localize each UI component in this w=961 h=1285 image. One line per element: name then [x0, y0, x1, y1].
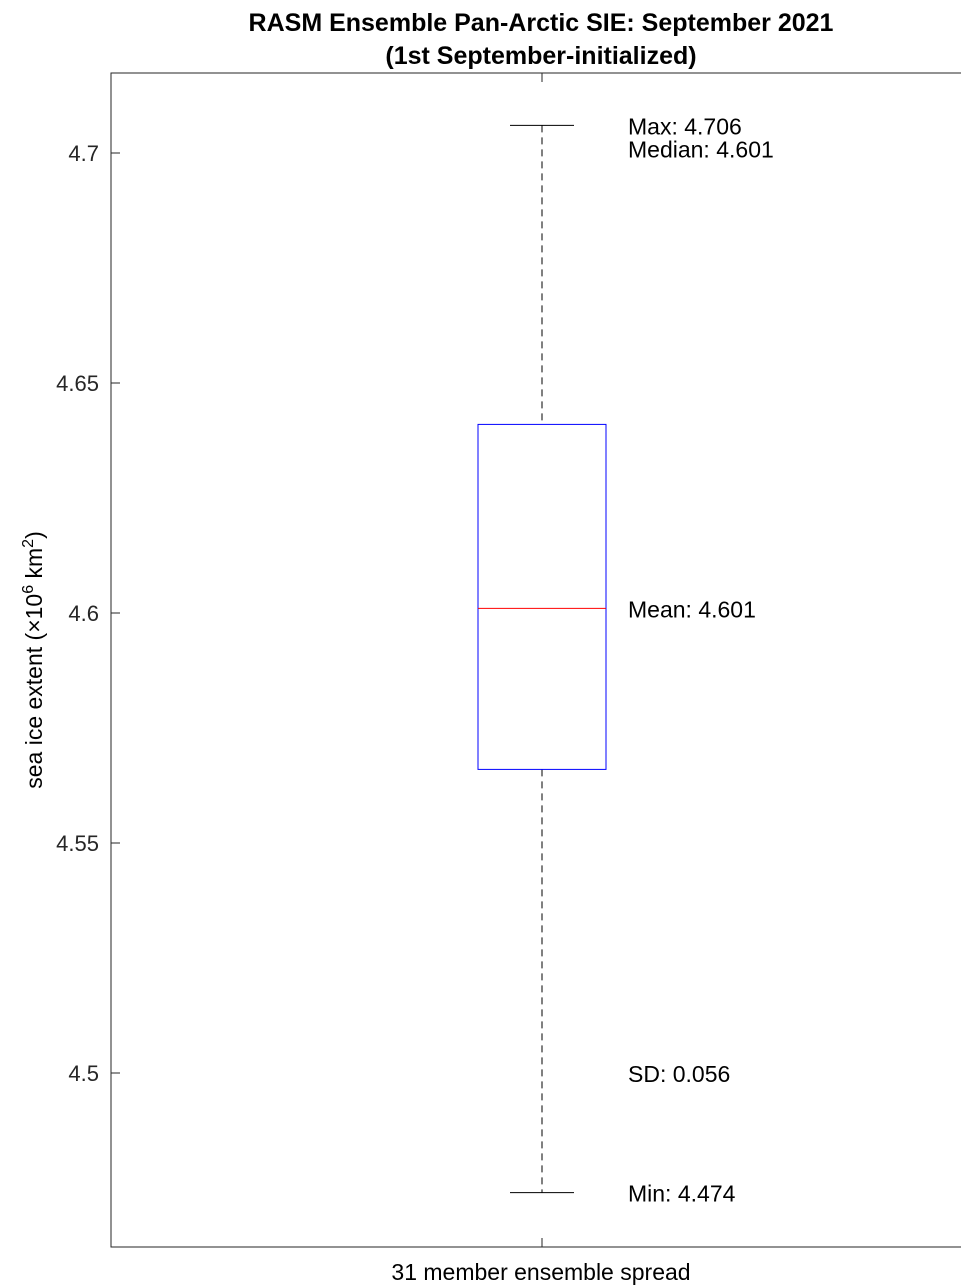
- chart-title: RASM Ensemble Pan-Arctic SIE: September …: [249, 9, 834, 37]
- annotation-mean: Mean: 4.601: [628, 596, 756, 622]
- annotation-sd: SD: 0.056: [628, 1061, 730, 1087]
- y-tick-label: 4.7: [68, 141, 99, 166]
- box-plot: [477, 124, 607, 1194]
- y-tick-label: 4.5: [68, 1061, 99, 1086]
- y-axis: 4.5 4.55 4.6 4.65 4.7: [56, 73, 543, 1247]
- annotation-max: Max: 4.706: [628, 113, 742, 139]
- annotation-min: Min: 4.474: [628, 1181, 736, 1207]
- y-axis-label: sea ice extent (×106 km2): [20, 531, 47, 789]
- interquartile-box: [477, 423, 607, 770]
- axes-frame: [110, 72, 961, 1248]
- y-tick-label: 4.55: [56, 831, 99, 856]
- y-tick-label: 4.65: [56, 371, 99, 396]
- x-axis-label: 31 member ensemble spread: [391, 1259, 690, 1285]
- y-tick-label: 4.6: [68, 601, 99, 626]
- chart-subtitle: (1st September-initialized): [385, 42, 696, 70]
- annotation-median: Median: 4.601: [628, 136, 774, 162]
